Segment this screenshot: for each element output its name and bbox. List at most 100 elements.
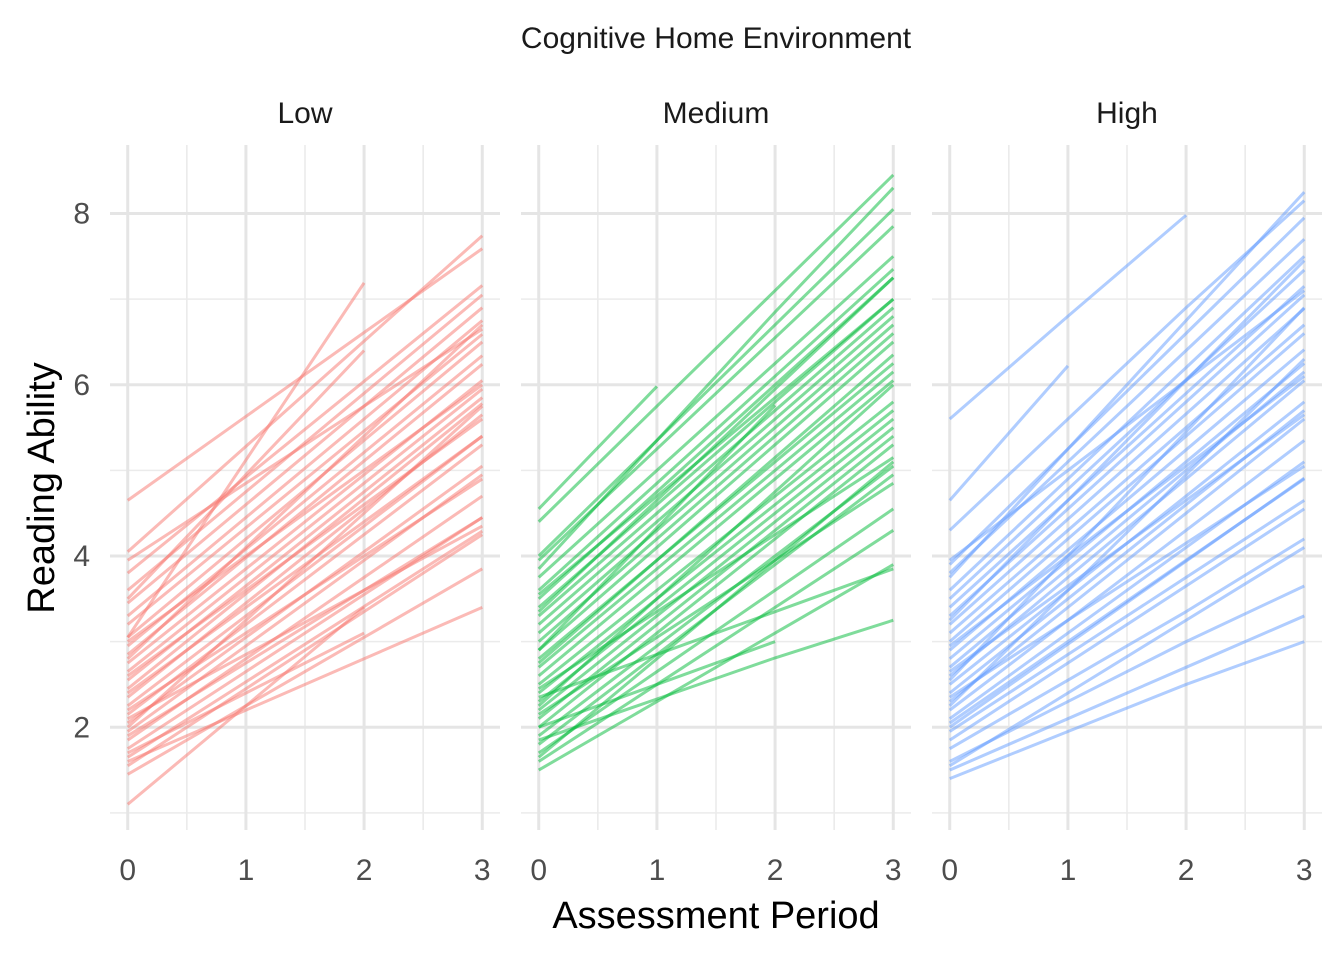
- series-line: [949, 640, 1305, 781]
- series-lines: [537, 173, 895, 772]
- series-line: [537, 417, 895, 703]
- series-line: [538, 640, 776, 729]
- series-line: [948, 546, 1306, 768]
- series-line: [948, 238, 1306, 575]
- series-line: [537, 323, 895, 635]
- y-tick-label: 8: [73, 198, 90, 231]
- series-line: [126, 477, 484, 712]
- facet-label-low: Low: [277, 97, 332, 130]
- x-tick-label: 3: [474, 854, 491, 887]
- series-line: [948, 464, 1306, 699]
- x-tick-label: 3: [885, 854, 902, 887]
- series-line: [948, 259, 1306, 622]
- series-line: [126, 443, 484, 716]
- series-line: [126, 247, 484, 502]
- facet-panel-high: High 0 1 2 3: [932, 97, 1322, 887]
- series-line: [537, 315, 895, 626]
- series-line: [126, 405, 484, 729]
- series-line: [948, 364, 1070, 502]
- chart-title: Cognitive Home Environment: [521, 22, 912, 55]
- series-line: [948, 216, 1306, 566]
- series-line: [537, 370, 895, 669]
- facet-label-medium: Medium: [663, 97, 770, 130]
- series-line: [948, 323, 1306, 635]
- series-line: [948, 285, 1306, 609]
- series-line: [126, 333, 484, 626]
- x-tick-label: 0: [530, 854, 547, 887]
- series-line: [537, 268, 895, 592]
- series-line: [126, 327, 484, 562]
- series-line: [126, 306, 484, 605]
- series-line: [948, 499, 1306, 733]
- series-line: [948, 191, 1306, 579]
- series-line: [537, 563, 895, 772]
- series-line: [948, 417, 1306, 703]
- series-line: [537, 297, 895, 596]
- x-tick-label: 2: [1178, 854, 1195, 887]
- series-line: [948, 307, 1306, 626]
- series-lines: [948, 191, 1306, 781]
- x-tick-label: 0: [119, 854, 136, 887]
- series-line: [537, 353, 895, 665]
- series-line: [948, 306, 1306, 682]
- series-line: [127, 524, 483, 721]
- series-line: [948, 214, 1188, 421]
- series-line: [126, 417, 484, 678]
- series-line: [949, 584, 1305, 763]
- series-line: [537, 507, 895, 755]
- facet-label-high: High: [1096, 97, 1158, 130]
- series-line: [126, 606, 366, 806]
- y-axis-title: Reading Ability: [21, 362, 63, 613]
- x-tick-label: 0: [941, 854, 958, 887]
- series-line: [537, 383, 895, 707]
- series-line: [948, 477, 1306, 725]
- series-lines: [126, 234, 484, 806]
- series-line: [126, 293, 484, 592]
- y-tick-label: 4: [73, 540, 90, 573]
- series-line: [948, 255, 1306, 592]
- series-line: [126, 323, 484, 660]
- series-line: [537, 276, 895, 613]
- series-line: [537, 208, 895, 558]
- series-line: [948, 379, 1306, 678]
- series-line: [537, 306, 895, 618]
- series-line: [537, 173, 895, 523]
- series-line: [126, 529, 484, 759]
- series-line: [126, 434, 484, 695]
- series-line: [537, 409, 895, 695]
- series-line: [948, 332, 1306, 643]
- y-tick-label: 6: [73, 369, 90, 402]
- x-tick-label: 1: [1060, 854, 1077, 887]
- series-line: [126, 363, 484, 656]
- series-line: [537, 379, 895, 678]
- series-line: [949, 614, 1305, 772]
- series-line: [127, 605, 483, 763]
- series-line: [126, 516, 484, 738]
- minor-gridlines: [110, 145, 500, 830]
- x-axis-title: Assessment Period: [552, 895, 879, 937]
- series-line: [127, 631, 365, 755]
- major-gridlines: [521, 145, 911, 830]
- series-line: [126, 383, 484, 643]
- series-line: [537, 404, 777, 652]
- series-line: [126, 387, 484, 673]
- series-line: [126, 533, 484, 768]
- series-line: [537, 434, 895, 720]
- series-line: [948, 507, 1306, 742]
- y-tick-label: 2: [73, 711, 90, 744]
- series-line: [537, 443, 895, 729]
- series-line: [537, 186, 895, 570]
- series-line: [537, 400, 895, 686]
- series-line: [126, 516, 484, 750]
- series-line: [948, 537, 1306, 750]
- series-line: [126, 284, 484, 575]
- series-line: [948, 268, 1306, 600]
- series-line: [126, 282, 366, 639]
- series-line: [537, 481, 895, 716]
- series-line: [948, 439, 1306, 712]
- series-line: [537, 385, 658, 510]
- series-line: [537, 255, 895, 579]
- series-line: [948, 374, 1306, 648]
